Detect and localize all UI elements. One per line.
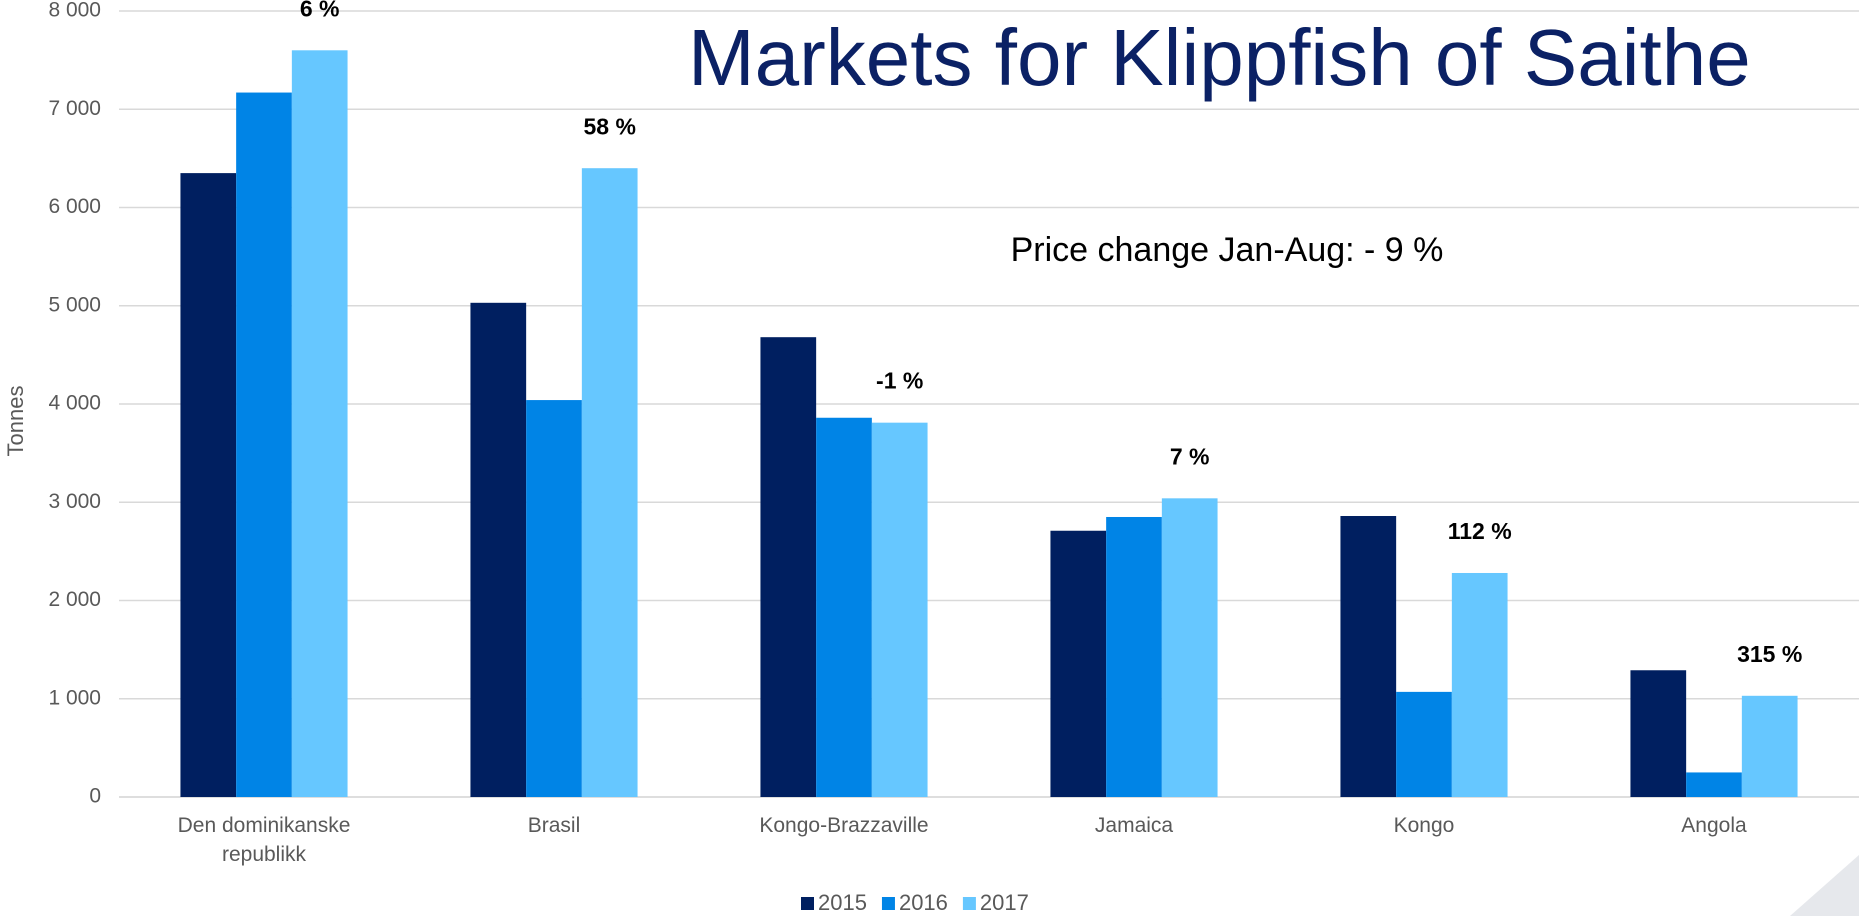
change-label: 7 % — [1170, 443, 1210, 469]
bar — [1686, 772, 1742, 797]
y-tick-label: 8 000 — [48, 0, 101, 22]
bar — [581, 168, 638, 797]
bar — [236, 92, 292, 798]
y-tick-label: 0 — [89, 785, 101, 808]
x-tick-label: Den dominikanske republikk — [177, 814, 351, 866]
bar — [1340, 516, 1397, 797]
change-label: 58 % — [583, 113, 635, 139]
bar — [180, 173, 237, 798]
bar — [1050, 530, 1107, 797]
chart-title: Markets for Klippfish of Saithe — [688, 13, 1751, 102]
bar — [291, 50, 348, 798]
bar — [1106, 516, 1162, 797]
x-tick-label: Brasil — [527, 814, 581, 837]
y-tick-label: 3 000 — [48, 490, 101, 513]
subtitle: Price change Jan-Aug: - 9 % — [1011, 231, 1444, 269]
y-tick-label: 7 000 — [48, 97, 101, 120]
legend-swatch — [962, 897, 976, 910]
change-label: -1 % — [876, 368, 923, 394]
y-tick-label: 5 000 — [48, 293, 101, 316]
y-tick-label: 1 000 — [48, 686, 101, 709]
y-axis-label: Tonnes — [3, 386, 28, 457]
y-tick-label: 6 000 — [48, 195, 101, 218]
legend-label: 2015 — [818, 890, 867, 915]
bar — [816, 417, 872, 797]
bar — [470, 302, 527, 797]
x-tick-label: Kongo — [1393, 814, 1455, 837]
bar — [1161, 498, 1218, 797]
y-tick-label: 4 000 — [48, 392, 101, 415]
bar — [1630, 670, 1687, 797]
legend-label: 2017 — [980, 890, 1029, 915]
bar — [1396, 691, 1452, 797]
y-tick-label: 2 000 — [48, 588, 101, 611]
x-tick-label: Jamaica — [1094, 814, 1174, 837]
change-label: 112 % — [1448, 518, 1512, 544]
legend-swatch — [801, 897, 814, 910]
bar — [1741, 695, 1798, 797]
change-label: 315 % — [1737, 641, 1802, 667]
x-tick-label: Angola — [1681, 814, 1747, 837]
bar — [871, 422, 928, 797]
legend-swatch — [881, 897, 895, 910]
corner-decoration — [1790, 855, 1859, 916]
bar — [760, 337, 817, 797]
x-tick-label: Kongo-Brazzaville — [759, 814, 929, 837]
change-label: 6 % — [300, 0, 340, 21]
bar — [1451, 572, 1508, 797]
legend-label: 2016 — [899, 890, 948, 915]
bar — [526, 400, 582, 797]
